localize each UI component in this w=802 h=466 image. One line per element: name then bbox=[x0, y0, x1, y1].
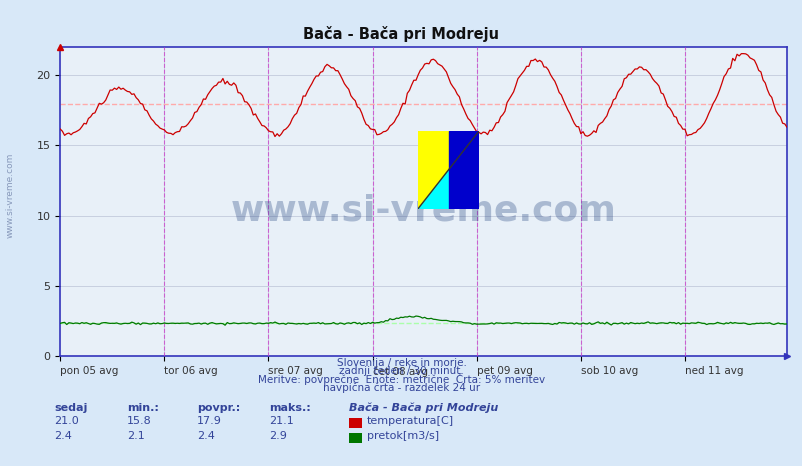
Text: Meritve: povprečne  Enote: metrične  Črta: 5% meritev: Meritve: povprečne Enote: metrične Črta:… bbox=[257, 373, 545, 384]
Text: Bača - Bača pri Modreju: Bača - Bača pri Modreju bbox=[349, 403, 498, 413]
Text: Slovenija / reke in morje.: Slovenija / reke in morje. bbox=[336, 358, 466, 368]
Text: temperatura[C]: temperatura[C] bbox=[367, 416, 453, 426]
Text: 2.4: 2.4 bbox=[55, 431, 72, 441]
Text: sedaj: sedaj bbox=[55, 403, 88, 413]
Text: 17.9: 17.9 bbox=[196, 416, 221, 426]
Text: 2.4: 2.4 bbox=[196, 431, 214, 441]
Bar bbox=[448, 131, 478, 209]
Text: navpična črta - razdelek 24 ur: navpična črta - razdelek 24 ur bbox=[322, 383, 480, 393]
Text: 21.1: 21.1 bbox=[269, 416, 294, 426]
Text: www.si-vreme.com: www.si-vreme.com bbox=[6, 153, 15, 239]
Text: pretok[m3/s]: pretok[m3/s] bbox=[367, 431, 439, 441]
Polygon shape bbox=[418, 131, 478, 209]
Text: povpr.:: povpr.: bbox=[196, 403, 240, 413]
Text: zadnji teden / 30 minut.: zadnji teden / 30 minut. bbox=[338, 366, 464, 376]
Text: 2.1: 2.1 bbox=[127, 431, 144, 441]
Text: 21.0: 21.0 bbox=[55, 416, 79, 426]
Text: min.:: min.: bbox=[127, 403, 159, 413]
Text: 2.9: 2.9 bbox=[269, 431, 286, 441]
Text: 15.8: 15.8 bbox=[127, 416, 152, 426]
Polygon shape bbox=[418, 131, 478, 209]
Text: Bača - Bača pri Modreju: Bača - Bača pri Modreju bbox=[303, 26, 499, 41]
Text: maks.:: maks.: bbox=[269, 403, 310, 413]
Text: www.si-vreme.com: www.si-vreme.com bbox=[230, 194, 616, 228]
